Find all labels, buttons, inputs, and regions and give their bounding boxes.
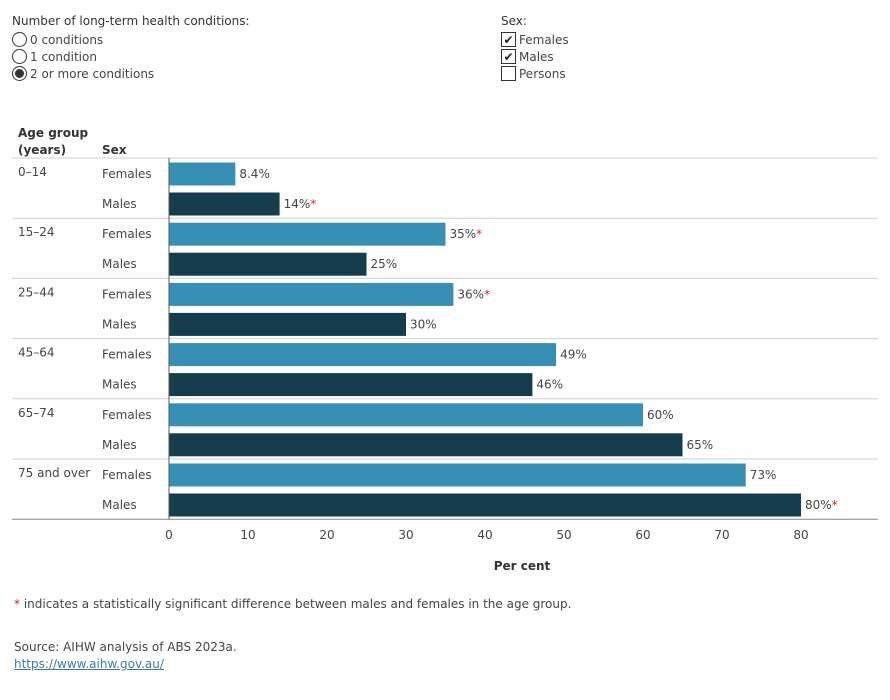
radio-option-2-or-more[interactable]: 2 or more conditions	[12, 65, 154, 82]
bar-value-label: 80%*	[805, 498, 838, 512]
x-tick-label: 70	[714, 528, 729, 542]
age-group-label: 45–64	[18, 346, 55, 360]
bar-females	[169, 403, 643, 427]
bar-females	[169, 162, 236, 186]
bar-females	[169, 343, 557, 367]
sex-row-label: Females	[102, 468, 152, 482]
footnote-text: indicates a statistically significant di…	[20, 597, 572, 611]
x-axis-title: Per cent	[494, 559, 551, 573]
row-header-sex: Sex	[102, 143, 127, 157]
checkbox-option-persons[interactable]: Persons	[501, 65, 566, 82]
sex-row-label: Females	[102, 408, 152, 422]
sex-row-label: Males	[102, 257, 137, 271]
age-group-label: 65–74	[18, 406, 55, 420]
sex-row-label: Males	[102, 438, 137, 452]
age-group-label: 75 and over	[18, 466, 90, 480]
row-header-age-unit: (years)	[18, 143, 66, 157]
sex-row-label: Males	[102, 378, 137, 392]
bar-chart: Age group (years) Sex 0–14 Females 8.4% Males 1…	[12, 126, 878, 573]
bar-value-label: 14%*	[284, 197, 317, 211]
age-group-label: 15–24	[18, 225, 55, 239]
bar-value-label: 25%	[371, 257, 398, 271]
checkbox[interactable]: ✔	[501, 49, 516, 64]
bar-value-label: 8.4%	[239, 167, 269, 181]
bar-males	[169, 252, 367, 276]
row-header-age: Age group	[18, 126, 88, 140]
checkbox-option-males[interactable]: ✔ Males	[501, 48, 554, 65]
source-link[interactable]: https://www.aihw.gov.au/	[14, 657, 164, 671]
bar-value-label: 65%	[687, 438, 714, 452]
bar-value-label: 30%	[410, 317, 437, 331]
bar-value-label: 36%*	[457, 287, 490, 301]
conditions-filter-title: Number of long-term health conditions:	[12, 14, 250, 28]
source-text: Source: AIHW analysis of ABS 2023a.	[14, 640, 237, 654]
checkbox-label: Persons	[519, 66, 566, 81]
bar-males	[169, 493, 801, 517]
significance-star: *	[476, 227, 482, 241]
bar-males	[169, 192, 280, 216]
sex-row-label: Females	[102, 348, 152, 362]
bar-females	[169, 222, 446, 246]
bar-value-label: 35%*	[450, 227, 483, 241]
age-group-label: 0–14	[18, 165, 47, 179]
bar-females	[169, 463, 746, 487]
checkbox-option-females[interactable]: ✔ Females	[501, 31, 569, 48]
sex-row-label: Females	[102, 287, 152, 301]
bar-value-label: 46%	[536, 378, 563, 392]
radio-label: 1 condition	[30, 49, 97, 64]
significance-star: *	[310, 197, 316, 211]
x-tick-label: 60	[635, 528, 650, 542]
checkbox-label: Males	[519, 49, 554, 64]
radio-label: 2 or more conditions	[30, 66, 155, 81]
x-tick-label: 50	[556, 528, 571, 542]
x-tick-label: 30	[398, 528, 413, 542]
x-tick-label: 10	[240, 528, 255, 542]
bar-males	[169, 433, 683, 457]
bar-value-label: 60%	[647, 408, 674, 422]
x-tick-label: 0	[165, 528, 173, 542]
footnote: * indicates a statistically significant …	[14, 597, 571, 611]
bar-males	[169, 312, 406, 336]
x-tick-label: 40	[477, 528, 492, 542]
checkbox[interactable]	[501, 66, 516, 81]
bar-males	[169, 373, 533, 397]
radio-option-1-condition[interactable]: 1 condition	[12, 48, 97, 65]
x-tick-label: 20	[319, 528, 334, 542]
x-tick-label: 80	[793, 528, 808, 542]
radio-button[interactable]	[12, 49, 27, 64]
sex-filter-title: Sex:	[501, 14, 527, 28]
checkbox[interactable]: ✔	[501, 32, 516, 47]
sex-row-label: Females	[102, 227, 152, 241]
radio-button[interactable]	[12, 32, 27, 47]
checkmark-icon: ✔	[503, 32, 514, 47]
bar-females	[169, 282, 454, 306]
checkmark-icon: ✔	[503, 49, 514, 64]
significance-star: *	[484, 287, 490, 301]
age-group-label: 25–44	[18, 285, 55, 299]
radio-button[interactable]	[12, 66, 27, 81]
checkbox-label: Females	[519, 32, 569, 47]
footnote-star: *	[14, 597, 20, 611]
radio-option-0-conditions[interactable]: 0 conditions	[12, 31, 103, 48]
radio-label: 0 conditions	[30, 32, 104, 47]
sex-row-label: Females	[102, 167, 152, 181]
sex-row-label: Males	[102, 498, 137, 512]
significance-star: *	[832, 498, 838, 512]
bar-value-label: 73%	[750, 468, 777, 482]
sex-row-label: Males	[102, 317, 137, 331]
bar-value-label: 49%	[560, 348, 587, 362]
sex-row-label: Males	[102, 197, 137, 211]
